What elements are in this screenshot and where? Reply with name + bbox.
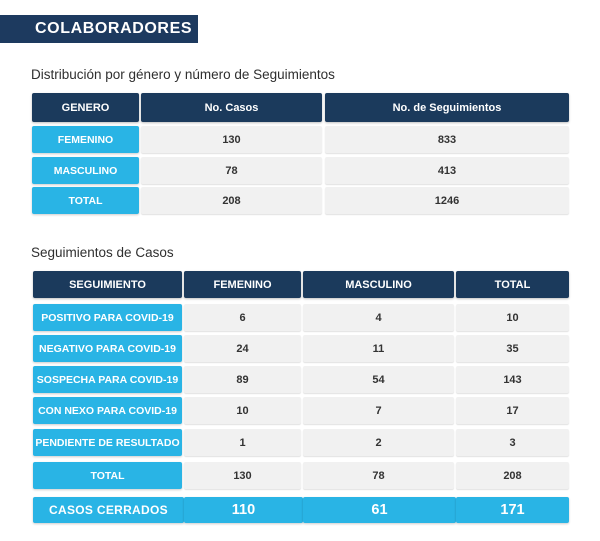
cell-seguimientos: 413: [325, 157, 569, 184]
page-title: COLABORADORES: [35, 20, 193, 37]
table2-title: Seguimientos de Casos: [31, 245, 174, 260]
cell-masculino: 4: [303, 304, 454, 331]
header-total: TOTAL: [456, 271, 569, 298]
header-masculino: MASCULINO: [303, 271, 454, 298]
cell-total: 17: [456, 397, 569, 424]
cell-femenino: 6: [184, 304, 301, 331]
cell-masculino: 11: [303, 335, 454, 362]
closed-cases-masculino: 61: [303, 497, 456, 523]
cell-masculino: 54: [303, 366, 454, 393]
cell-total: 35: [456, 335, 569, 362]
cell-total: 143: [456, 366, 569, 393]
header-genero: GENERO: [32, 93, 139, 122]
cell-femenino: 24: [184, 335, 301, 362]
header-no-casos: No. Casos: [141, 93, 322, 122]
row-label: MASCULINO: [32, 157, 139, 184]
header-no-seguimientos: No. de Seguimientos: [325, 93, 569, 122]
cell-femenino: 130: [184, 462, 301, 489]
row-label: POSITIVO PARA COVID-19: [33, 304, 182, 331]
cell-casos: 78: [141, 157, 322, 184]
section-banner: COLABORADORES: [0, 15, 198, 43]
cell-seguimientos: 833: [325, 126, 569, 153]
cell-seguimientos: 1246: [325, 187, 569, 214]
closed-cases-total: 171: [456, 497, 569, 523]
cell-femenino: 1: [184, 429, 301, 456]
cell-femenino: 89: [184, 366, 301, 393]
cell-masculino: 2: [303, 429, 454, 456]
row-label: CON NEXO PARA COVID-19: [33, 397, 182, 424]
cell-femenino: 10: [184, 397, 301, 424]
cell-total: 3: [456, 429, 569, 456]
row-label: TOTAL: [33, 462, 182, 489]
header-seguimiento: SEGUIMIENTO: [33, 271, 182, 298]
cell-masculino: 78: [303, 462, 454, 489]
table1-title: Distribución por género y número de Segu…: [31, 67, 335, 82]
header-femenino: FEMENINO: [184, 271, 301, 298]
closed-cases-femenino: 110: [184, 497, 303, 523]
cell-casos: 130: [141, 126, 322, 153]
row-label: FEMENINO: [32, 126, 139, 153]
row-label: NEGATIVO PARA COVID-19: [33, 335, 182, 362]
cell-masculino: 7: [303, 397, 454, 424]
row-label: TOTAL: [32, 187, 139, 214]
row-label: PENDIENTE DE RESULTADO: [33, 429, 182, 456]
closed-cases-label: CASOS CERRADOS: [33, 497, 184, 523]
row-label: SOSPECHA PARA COVID-19: [33, 366, 182, 393]
cell-total: 10: [456, 304, 569, 331]
cell-total: 208: [456, 462, 569, 489]
cell-casos: 208: [141, 187, 322, 214]
